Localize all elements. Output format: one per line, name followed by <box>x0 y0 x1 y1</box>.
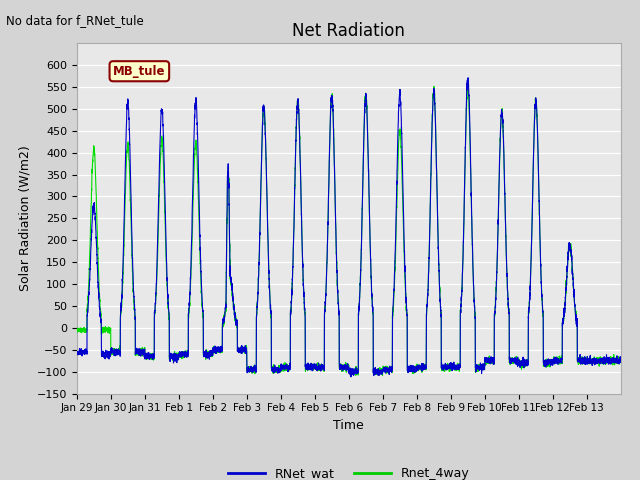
Y-axis label: Solar Radiation (W/m2): Solar Radiation (W/m2) <box>18 145 31 291</box>
Title: Net Radiation: Net Radiation <box>292 22 405 40</box>
X-axis label: Time: Time <box>333 419 364 432</box>
Text: MB_tule: MB_tule <box>113 65 166 78</box>
Text: No data for f_RNet_tule: No data for f_RNet_tule <box>6 14 144 27</box>
Legend: RNet_wat, Rnet_4way: RNet_wat, Rnet_4way <box>223 462 475 480</box>
